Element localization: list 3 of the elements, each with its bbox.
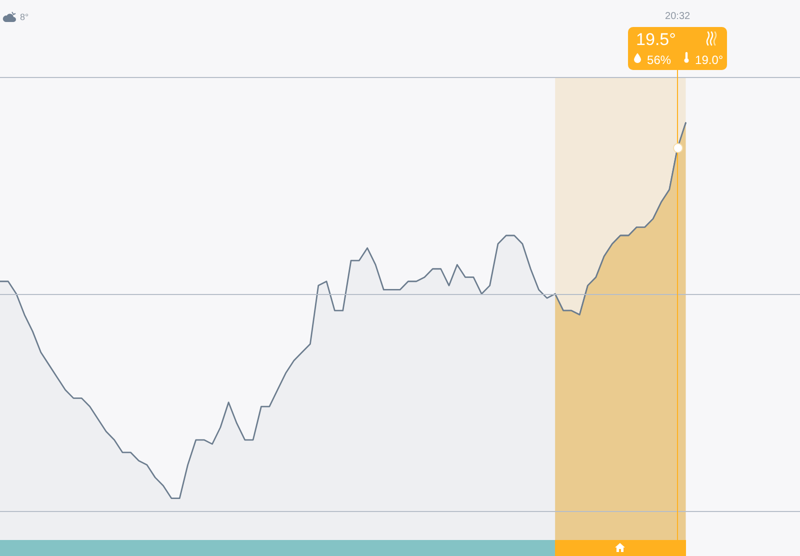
callout-card: 19.5° 56% 19.0° — [628, 27, 728, 70]
text: 20:32 — [665, 11, 690, 22]
text: 8° — [20, 12, 29, 22]
